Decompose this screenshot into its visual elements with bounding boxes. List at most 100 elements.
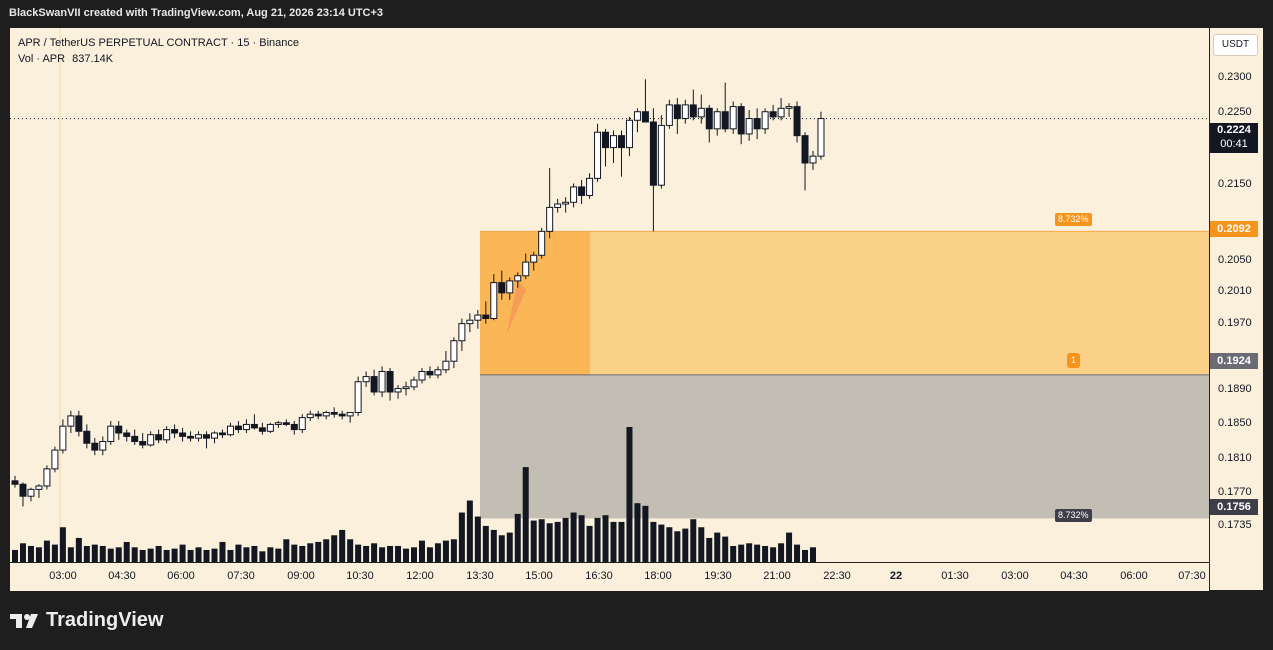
candle-up bbox=[546, 206, 554, 232]
candle-down bbox=[721, 111, 729, 130]
volume-bar bbox=[147, 548, 154, 562]
volume-bar bbox=[291, 544, 298, 562]
price-tick: 0.2050 bbox=[1218, 254, 1252, 266]
time-label: 06:00 bbox=[1120, 570, 1148, 582]
price-tick: 0.1850 bbox=[1218, 417, 1252, 429]
volume-bar bbox=[51, 544, 58, 562]
volume-bar bbox=[139, 549, 146, 562]
stop-zone bbox=[480, 374, 1209, 519]
volume-bar bbox=[442, 540, 449, 562]
volume-bar bbox=[770, 547, 777, 562]
currency-unit-button[interactable]: USDT bbox=[1213, 34, 1258, 56]
candle-up bbox=[266, 423, 274, 432]
volume-bar bbox=[706, 537, 713, 562]
candle-up bbox=[402, 386, 410, 390]
volume-bar bbox=[642, 505, 649, 562]
volume-bar bbox=[267, 547, 274, 562]
volume-value: 837.14K bbox=[72, 53, 114, 65]
candle-down bbox=[83, 430, 91, 444]
volume-bar bbox=[762, 545, 769, 562]
time-label: 21:00 bbox=[763, 570, 791, 582]
volume-bar bbox=[634, 503, 641, 562]
volume-bar bbox=[227, 549, 234, 562]
time-label: 15:00 bbox=[525, 570, 553, 582]
volume-bar bbox=[698, 527, 705, 562]
volume-bar bbox=[331, 535, 338, 562]
volume-bar bbox=[187, 549, 194, 562]
candle-up bbox=[506, 280, 514, 294]
candle-up bbox=[530, 254, 538, 263]
volume-bar bbox=[339, 529, 346, 562]
candle-up bbox=[458, 323, 466, 342]
volume-bar bbox=[546, 523, 553, 562]
volume-bar bbox=[426, 547, 433, 562]
candle-down bbox=[218, 432, 226, 436]
volume-bar bbox=[59, 527, 66, 562]
volume-bar bbox=[35, 547, 42, 562]
candle-up bbox=[147, 434, 155, 446]
volume-bar bbox=[355, 544, 362, 562]
symbol-title[interactable]: APR / TetherUS PERPETUAL CONTRACT · 15 ·… bbox=[18, 37, 299, 49]
volume-bar bbox=[626, 427, 633, 562]
volume-bar bbox=[19, 543, 26, 562]
candle-down bbox=[155, 434, 163, 441]
candle-up bbox=[35, 485, 43, 490]
candle-up bbox=[362, 376, 370, 383]
volume-bar bbox=[562, 517, 569, 562]
candle-up bbox=[378, 370, 386, 393]
candle-up bbox=[195, 434, 203, 439]
volume-bar bbox=[482, 525, 489, 562]
chart-pane[interactable]: APR / TetherUS PERPETUAL CONTRACT · 15 ·… bbox=[10, 28, 1209, 562]
candle-down bbox=[123, 432, 131, 437]
candle-up bbox=[761, 111, 769, 130]
candle-up bbox=[274, 422, 282, 425]
price-tick: 0.1970 bbox=[1218, 317, 1252, 329]
candle-down bbox=[793, 106, 801, 137]
volume-bar bbox=[810, 547, 816, 562]
volume-bar bbox=[538, 519, 545, 562]
last-price-tag: 0.2224 00:41 bbox=[1210, 123, 1258, 153]
price-axis[interactable] bbox=[1209, 28, 1263, 590]
volume-bar bbox=[602, 515, 609, 562]
volume-bar bbox=[107, 548, 114, 562]
volume-bar bbox=[203, 549, 210, 562]
volume-bar bbox=[730, 545, 737, 562]
candle-up bbox=[729, 106, 737, 130]
candle-up bbox=[322, 411, 330, 417]
candle-down bbox=[171, 429, 179, 434]
candle-up bbox=[633, 111, 641, 121]
candle-up bbox=[594, 131, 602, 179]
volume-bar bbox=[123, 541, 130, 562]
volume-bar bbox=[67, 547, 74, 562]
price-tick: 0.1770 bbox=[1218, 486, 1252, 498]
volume-bar bbox=[395, 545, 402, 562]
candle-down bbox=[330, 411, 338, 415]
candle-up bbox=[697, 107, 705, 118]
candle-down bbox=[673, 104, 681, 120]
tradingview-logo[interactable]: TradingView bbox=[10, 609, 163, 632]
time-axis[interactable] bbox=[10, 562, 1209, 591]
candle-up bbox=[777, 107, 785, 118]
candlestick-plot[interactable] bbox=[10, 28, 1209, 562]
candle-up bbox=[713, 111, 721, 130]
volume-bar bbox=[458, 512, 465, 562]
candle-down bbox=[131, 435, 139, 443]
volume-bar bbox=[235, 544, 242, 562]
volume-bar bbox=[802, 549, 809, 562]
price-tick: 0.2010 bbox=[1218, 285, 1252, 297]
volume-bar bbox=[450, 539, 457, 562]
volume-label: Vol · APR bbox=[18, 53, 66, 65]
time-label: 03:00 bbox=[49, 570, 77, 582]
time-label: 04:30 bbox=[108, 570, 136, 582]
candle-down bbox=[602, 131, 610, 149]
candle-up bbox=[298, 417, 306, 431]
candle-down bbox=[250, 423, 258, 429]
volume-bar bbox=[83, 545, 90, 562]
candle-up bbox=[163, 429, 171, 441]
time-label: 19:30 bbox=[704, 570, 732, 582]
position-marker[interactable]: 1 bbox=[1067, 353, 1081, 368]
candle-down bbox=[386, 370, 394, 393]
candle-down bbox=[801, 135, 809, 164]
candle-down bbox=[737, 106, 745, 135]
volume-bar bbox=[43, 540, 50, 562]
